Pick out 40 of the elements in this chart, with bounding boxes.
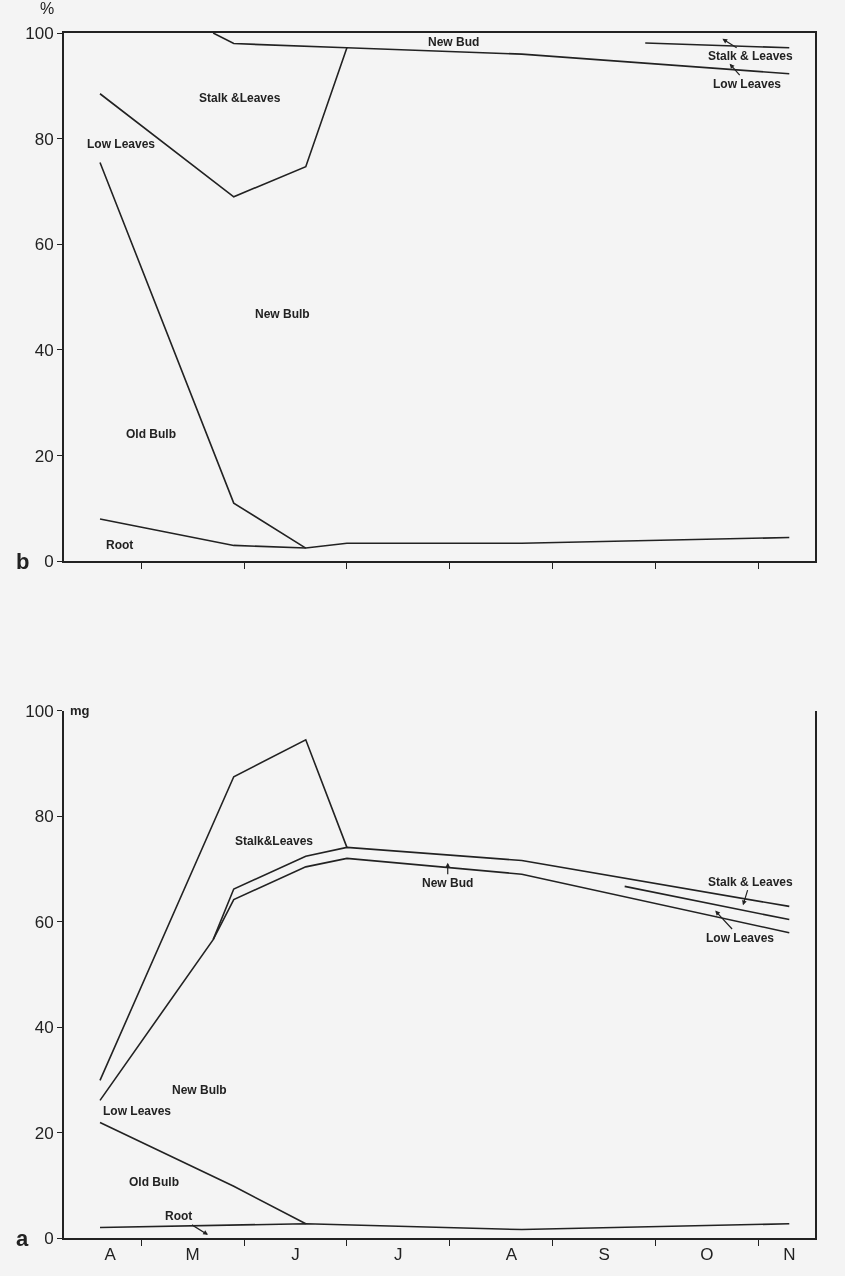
y-tick-label: 80 [34,129,54,149]
x-tick-label: N [783,1245,796,1265]
annotation: Root [165,1209,193,1223]
y-tick-label: 20 [34,1123,54,1143]
y-tick-label: 40 [34,1018,54,1038]
x-tick-label: M [185,1245,200,1265]
x-tick-label: J [291,1245,300,1265]
annotation: Stalk&Leaves [235,834,314,848]
y-tick-label: 40 [34,340,54,360]
annotation: Stalk &Leaves [199,91,281,105]
x-tick-label: S [598,1245,610,1265]
annotation: Low Leaves [713,77,782,91]
y-axis-title: % [40,0,55,17]
annotation: Old Bulb [126,427,176,441]
x-tick-label: O [700,1245,714,1265]
y-axis-title: mg [70,703,90,718]
x-tick-label: A [505,1245,518,1265]
y-tick-label: 0 [44,1228,54,1248]
annotation: Low Leaves [706,931,775,945]
y-tick-label: 80 [34,807,54,827]
annotation: Old Bulb [129,1175,179,1189]
y-tick-label: 100 [25,23,54,43]
annotation: New Bud [428,35,480,49]
annotation: Stalk & Leaves [708,49,794,63]
annotation: Stalk & Leaves [708,875,794,889]
annotation: New Bud [422,876,474,890]
y-tick-label: 60 [34,912,54,932]
text: b [16,549,30,574]
text: a [16,1226,29,1251]
x-tick-label: A [104,1245,117,1265]
annotation: Root [106,538,134,552]
annotation: Low Leaves [87,137,156,151]
annotation: New Bulb [255,307,310,321]
y-tick-label: 100 [25,701,54,721]
annotation: Low Leaves [103,1104,172,1118]
y-tick-label: 60 [34,235,54,255]
y-tick-label: 20 [34,446,54,466]
y-tick-label: 0 [44,552,54,572]
x-tick-label: J [394,1245,403,1265]
annotation: New Bulb [172,1083,227,1097]
